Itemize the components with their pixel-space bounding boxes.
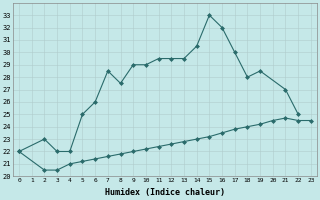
X-axis label: Humidex (Indice chaleur): Humidex (Indice chaleur) [105,188,225,197]
